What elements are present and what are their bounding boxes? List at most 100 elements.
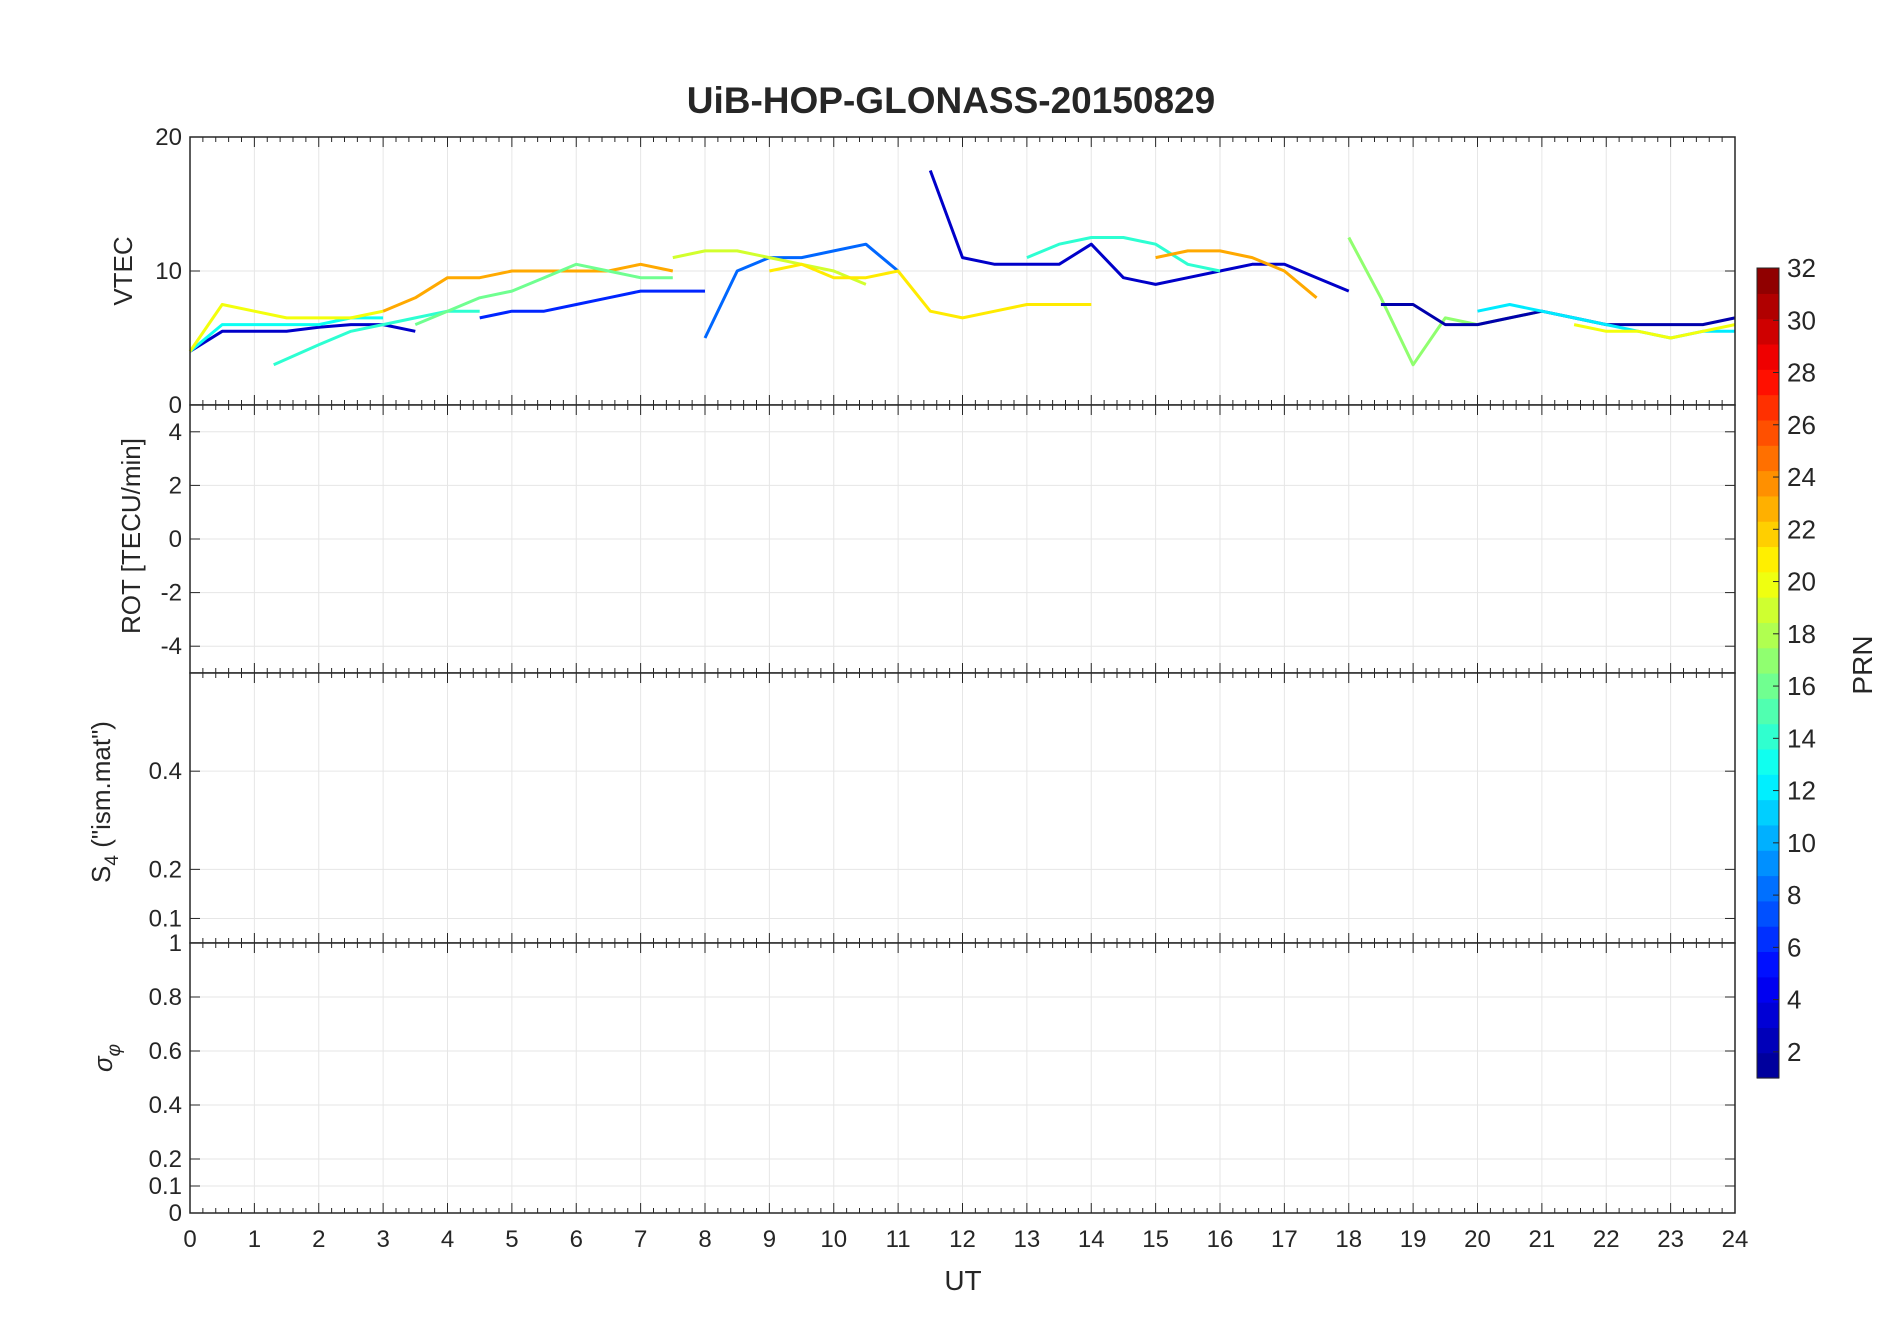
colorbar-segment: [1757, 774, 1779, 801]
x-tick-label: 0: [183, 1226, 196, 1253]
colorbar-segment: [1757, 850, 1779, 877]
y-axis-label-sigma-main: σ: [88, 1055, 118, 1072]
x-tick-label: 24: [1722, 1226, 1749, 1253]
series-line-prn-14: [1026, 236, 1221, 273]
x-tick-label: 9: [763, 1226, 776, 1253]
colorbar-frame: [1756, 267, 1780, 1079]
x-tick-label: 6: [570, 1226, 583, 1253]
colorbar-segment: [1757, 571, 1779, 598]
y-axis-label-s4-rest: ("ism.mat"): [86, 721, 116, 855]
y-tick-label: 0.1: [149, 905, 182, 932]
y-tick-label: 0: [169, 526, 182, 553]
colorbar-tick-label: 6: [1787, 932, 1801, 962]
y-tick-label: 4: [169, 419, 182, 446]
colorbar-tick-label: 16: [1787, 671, 1816, 701]
y-axis-label-s4-sub: 4: [102, 855, 123, 866]
x-tick-label: 15: [1142, 1226, 1169, 1253]
y-tick-label: 0.6: [149, 1038, 182, 1065]
axes-frame: [189, 942, 1736, 1214]
series-line-prn-21: [769, 262, 1092, 320]
colorbar-segment: [1757, 673, 1779, 699]
y-tick-label: 10: [155, 258, 182, 285]
colorbar-segment: [1757, 723, 1779, 750]
colorbar-segment: [1757, 521, 1779, 548]
colorbar-segment: [1757, 343, 1779, 370]
x-tick-label: 17: [1271, 1226, 1298, 1253]
colorbar-label: PRN: [1847, 635, 1878, 694]
x-tick-label: 20: [1464, 1226, 1491, 1253]
rot-panel: -4 -2 0 2 4: [161, 404, 1736, 674]
colorbar-segment: [1757, 951, 1779, 978]
x-tick-label: 19: [1400, 1226, 1427, 1253]
colorbar-segment: [1757, 293, 1779, 320]
y-tick-label: 20: [155, 124, 182, 151]
colorbar-segment: [1757, 622, 1779, 649]
y-tick-label: 0.2: [149, 856, 182, 883]
colorbar-tick-label: 28: [1787, 358, 1816, 388]
colorbar-segment: [1757, 875, 1779, 902]
colorbar-tick-label: 22: [1787, 514, 1816, 544]
series-line-prn-8: [703, 242, 900, 339]
colorbar-tick-label: 26: [1787, 410, 1816, 440]
x-axis-tick-labels: 0 1 2 3 4 5 6 7 8 9 10 11 12 13 14 15 16 17 18 19 20 21 22 23 24: [183, 1226, 1748, 1253]
x-tick-label: 18: [1335, 1226, 1362, 1253]
y-tick-label: 0.2: [149, 1146, 182, 1173]
y-tick-label: -2: [161, 580, 182, 607]
x-tick-label: 3: [376, 1226, 389, 1253]
y-tick-label: -4: [161, 633, 182, 660]
x-tick-label: 12: [949, 1226, 976, 1253]
colorbar-tick-label: 30: [1787, 305, 1816, 335]
colorbar-tick-label: 8: [1787, 880, 1801, 910]
colorbar-segment: [1757, 1002, 1779, 1028]
x-tick-label: 11: [886, 1226, 911, 1253]
series-line-prn-3: [928, 169, 1350, 293]
y-axis-label-s4: S4 ("ism.mat"): [86, 721, 123, 883]
x-tick-label: 16: [1207, 1226, 1234, 1253]
y-tick-label: 0.8: [149, 984, 182, 1011]
y-tick-label: 0.4: [149, 1092, 182, 1119]
colorbar-tick-label: 24: [1787, 462, 1816, 492]
colorbar-segment: [1757, 900, 1779, 927]
y-tick-label: 0.4: [149, 758, 182, 785]
colorbar-segment: [1757, 394, 1779, 421]
colorbar-tick-label: 32: [1787, 253, 1816, 283]
s4-panel: 0.1 0.2 0.4: [149, 672, 1736, 944]
x-tick-label: 23: [1657, 1226, 1684, 1253]
colorbar-tick-label: 12: [1787, 776, 1816, 806]
x-tick-label: 21: [1529, 1226, 1556, 1253]
series-line-prn-20: [188, 303, 384, 353]
y-tick-label: 0: [169, 392, 182, 419]
series-line-prn-16: [414, 262, 673, 326]
colorbar-segment: [1757, 799, 1779, 826]
x-tick-label: 13: [1014, 1226, 1041, 1253]
colorbar-segment: [1757, 369, 1779, 396]
y-tick-label: 2: [169, 472, 182, 499]
y-tick-label: 0.1: [149, 1173, 182, 1200]
x-tick-label: 22: [1593, 1226, 1620, 1253]
colorbar-segment: [1757, 546, 1779, 573]
y-tick-label: 0: [169, 1200, 182, 1227]
series-line-prn-6: [479, 289, 705, 320]
colorbar-tick-label: 14: [1787, 723, 1816, 753]
x-tick-label: 14: [1078, 1226, 1105, 1253]
colorbar-tick-label: 10: [1787, 828, 1816, 858]
x-tick-label: 1: [248, 1226, 261, 1253]
x-tick-label: 2: [312, 1226, 325, 1253]
y-axis-label-sigma-sub: φ: [104, 1044, 125, 1056]
x-tick-label: 4: [441, 1226, 454, 1253]
colorbar-tick-label: 20: [1787, 567, 1816, 597]
colorbar-segment: [1757, 470, 1779, 497]
colorbar-segment: [1757, 268, 1779, 294]
x-axis-label: UT: [944, 1265, 981, 1296]
colorbar-segment: [1757, 976, 1779, 1003]
colorbar-segment: [1757, 419, 1779, 446]
series-line-prn-23: [1155, 249, 1318, 299]
chart-title: UiB-HOP-GLONASS-20150829: [687, 80, 1215, 121]
colorbar-segment: [1757, 824, 1779, 851]
colorbar-segment: [1757, 698, 1779, 725]
series-line-prn-19: [672, 249, 867, 286]
colorbar-tick-label: 2: [1787, 1037, 1801, 1067]
colorbar-segment: [1757, 748, 1779, 775]
